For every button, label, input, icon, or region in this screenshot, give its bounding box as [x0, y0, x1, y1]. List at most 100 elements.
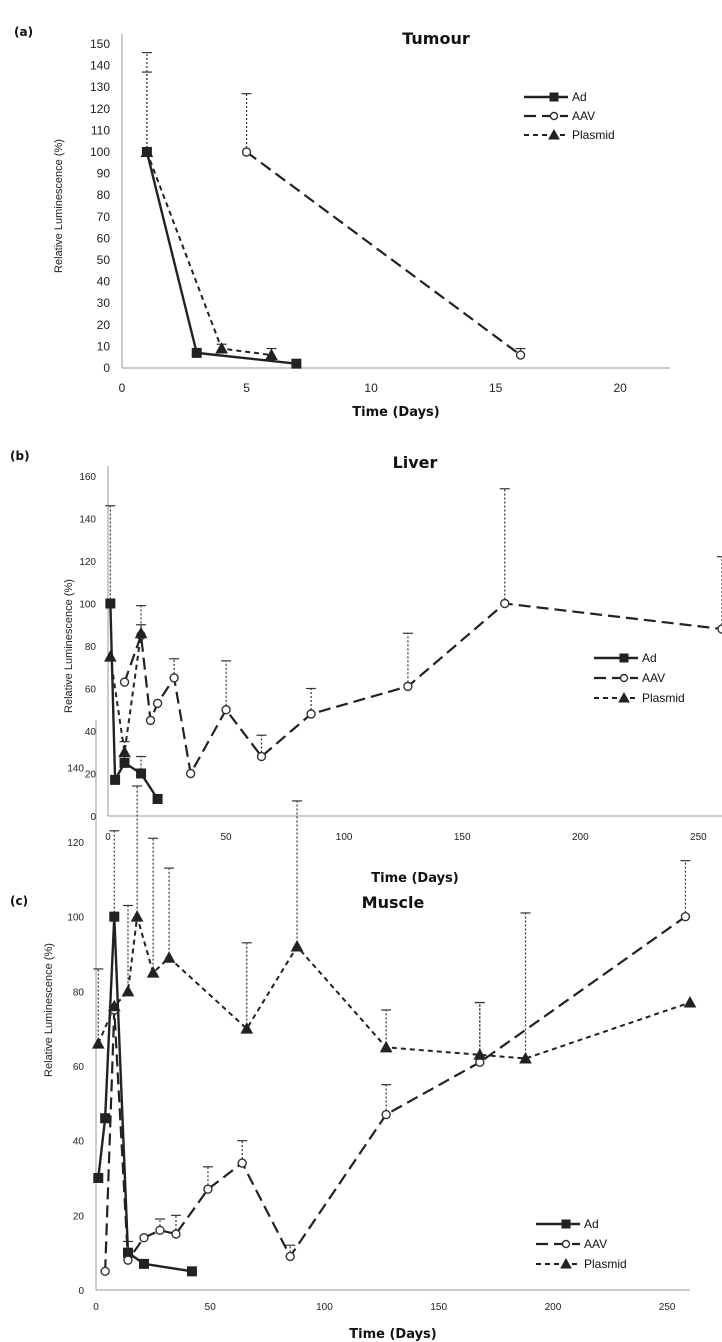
series-ad: [141, 71, 302, 369]
x-tick-label: 200: [545, 1302, 562, 1313]
data-point: [237, 1158, 247, 1168]
series-aav: [119, 488, 722, 779]
legend-marker: [548, 128, 560, 140]
y-tick-label: 10: [97, 339, 111, 353]
y-tick-label: 40: [73, 1137, 85, 1148]
legend-marker: [618, 691, 630, 703]
y-tick-label: 20: [73, 1211, 85, 1222]
legend-label: Plasmid: [584, 1257, 627, 1271]
x-tick-label: 10: [364, 381, 378, 395]
data-point: [683, 995, 697, 1008]
data-point: [185, 768, 196, 779]
y-tick-label: 20: [97, 318, 111, 332]
y-tick-label: 130: [90, 80, 110, 94]
legend-marker: [549, 92, 559, 102]
data-point: [140, 145, 154, 157]
legend-label: Ad: [584, 1217, 599, 1231]
data-point: [381, 1109, 391, 1120]
data-point: [285, 1251, 295, 1262]
data-point: [134, 626, 148, 639]
data-point: [265, 348, 278, 361]
legend-label: Ad: [642, 651, 657, 665]
chart-title: Tumour: [402, 29, 470, 48]
y-tick-label: 140: [79, 515, 96, 526]
series-aav: [100, 860, 691, 1277]
data-point: [291, 358, 302, 369]
x-tick-label: 0: [119, 381, 126, 395]
y-tick-label: 100: [90, 145, 110, 159]
y-tick-label: 120: [79, 557, 96, 568]
series-aav: [241, 93, 526, 360]
data-point: [162, 951, 176, 963]
y-tick-label: 110: [91, 123, 110, 137]
data-point: [256, 751, 267, 762]
data-point: [240, 1022, 254, 1034]
data-point: [241, 147, 252, 157]
y-tick-label: 140: [90, 59, 110, 73]
data-point: [152, 698, 163, 709]
x-axis-label: Time (Days): [349, 1327, 436, 1342]
panel-label: (c): [10, 894, 28, 908]
y-tick-label: 150: [90, 37, 110, 51]
y-axis-label: Relative Luminescence (%): [63, 579, 75, 713]
data-point: [717, 624, 722, 634]
chart-panel-liver: (b) Liver 0 20 40 60 80 100 120 140 160 0 50 100 150 20…: [10, 449, 722, 886]
data-point: [215, 342, 228, 354]
y-tick-label: 40: [97, 275, 111, 289]
legend-marker: [561, 1219, 571, 1229]
data-point: [500, 598, 510, 609]
data-point: [152, 794, 163, 804]
y-tick-label: 120: [90, 102, 110, 116]
y-tick-label: 60: [85, 685, 97, 696]
legend-marker: [619, 673, 629, 683]
data-point: [306, 709, 316, 719]
y-tick-label: 80: [97, 188, 111, 202]
panel-label: (a): [14, 25, 33, 39]
y-tick-label: 90: [97, 167, 111, 181]
legend: Ad AAV Plasmid: [594, 651, 685, 705]
series-plasmid: [91, 785, 697, 1064]
data-point: [155, 1225, 165, 1235]
y-tick-label: 30: [97, 296, 111, 310]
y-axis-label: Relative Luminescence (%): [43, 943, 55, 1077]
x-tick-label: 50: [221, 832, 233, 843]
y-tick-label: 0: [103, 361, 110, 375]
y-tick-label: 60: [73, 1062, 85, 1073]
y-tick-label: 160: [79, 472, 96, 483]
data-point: [109, 911, 120, 922]
x-tick-label: 100: [316, 1302, 333, 1313]
data-point: [379, 1040, 393, 1053]
data-point: [91, 1037, 105, 1049]
series-plasmid: [140, 52, 278, 361]
x-tick-label: 250: [659, 1302, 676, 1313]
y-tick-label: 140: [67, 763, 84, 774]
x-axis-label: Time (Days): [371, 871, 458, 886]
x-tick-label: 250: [690, 832, 707, 843]
data-point: [119, 677, 130, 687]
data-point: [171, 1229, 181, 1239]
legend-label: Plasmid: [642, 691, 685, 705]
y-tick-label: 100: [67, 913, 84, 924]
series-line: [145, 151, 297, 365]
data-point: [473, 1048, 487, 1060]
x-tick-label: 5: [243, 381, 250, 395]
x-tick-label: 0: [105, 832, 111, 843]
x-tick-label: 20: [614, 381, 628, 395]
x-tick-label: 200: [572, 832, 589, 843]
data-point: [169, 673, 179, 683]
chart-title: Muscle: [362, 893, 425, 912]
legend: Ad AAV Plasmid: [524, 90, 615, 142]
y-tick-label: 70: [97, 210, 111, 224]
data-point: [515, 350, 526, 360]
panel-label: (b): [10, 449, 30, 463]
data-point: [119, 757, 130, 768]
chart-title: Liver: [393, 453, 438, 472]
legend-label: AAV: [642, 671, 665, 685]
series-line: [97, 915, 193, 1273]
y-tick-label: 80: [73, 987, 85, 998]
series-line: [123, 602, 722, 775]
data-point: [136, 768, 147, 779]
y-tick-label: 0: [90, 812, 96, 823]
legend-label: Ad: [572, 90, 587, 104]
